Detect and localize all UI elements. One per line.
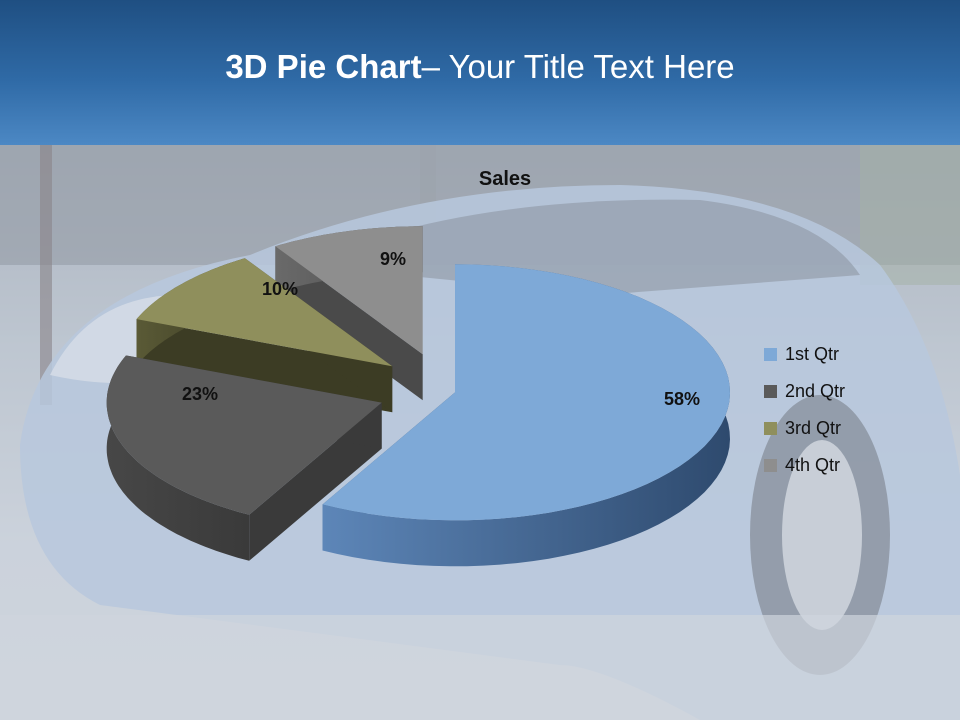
chart-legend: 1st Qtr 2nd Qtr 3rd Qtr 4th Qtr — [764, 336, 845, 484]
chart-title: Sales — [478, 168, 532, 190]
slide-header: 3D Pie Chart– Your Title Text Here — [0, 0, 960, 145]
pie-slice-2nd-qtr — [106, 355, 382, 561]
legend-swatch — [764, 459, 777, 472]
legend-item-1st-qtr: 1st Qtr — [764, 336, 845, 373]
pie-slice-1st-qtr — [322, 264, 730, 567]
legend-item-3rd-qtr: 3rd Qtr — [764, 410, 845, 447]
data-label-1st-qtr: 58% — [664, 389, 700, 409]
data-label-3rd-qtr: 10% — [262, 279, 298, 299]
slide-title: 3D Pie Chart– Your Title Text Here — [0, 48, 960, 86]
legend-label: 1st Qtr — [785, 344, 840, 364]
legend-label: 4th Qtr — [785, 455, 841, 475]
legend-item-2nd-qtr: 2nd Qtr — [764, 373, 845, 410]
legend-swatch — [764, 348, 777, 361]
data-label-2nd-qtr: 23% — [182, 384, 218, 404]
title-rest: – Your Title Text Here — [421, 48, 735, 85]
legend-item-4th-qtr: 4th Qtr — [764, 447, 845, 484]
data-label-4th-qtr: 9% — [380, 249, 406, 269]
title-bold: 3D Pie Chart — [225, 48, 422, 85]
legend-label: 3rd Qtr — [785, 418, 842, 438]
legend-swatch — [764, 385, 777, 398]
legend-label: 2nd Qtr — [785, 381, 846, 401]
pie-slice-3rd-qtr — [136, 258, 393, 413]
legend-swatch — [764, 422, 777, 435]
